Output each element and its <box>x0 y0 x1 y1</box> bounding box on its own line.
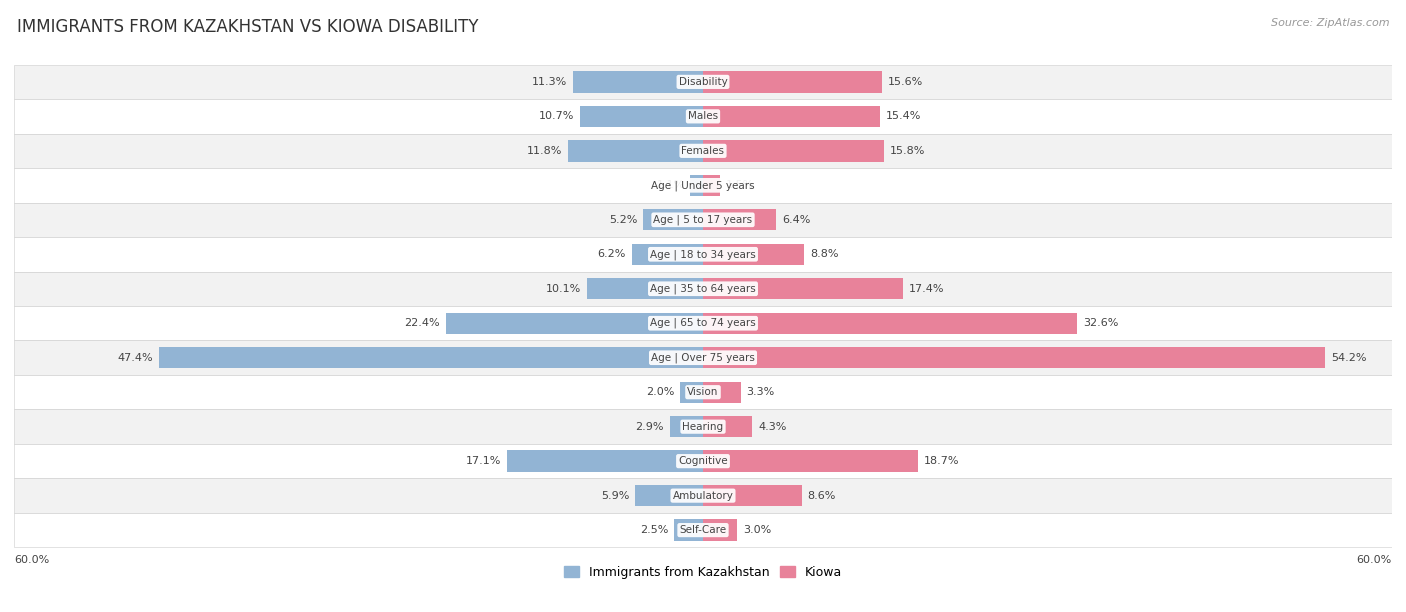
Bar <box>703 485 801 506</box>
Text: 8.8%: 8.8% <box>810 249 838 259</box>
Bar <box>14 409 1392 444</box>
Bar <box>631 244 703 265</box>
Bar <box>703 520 738 541</box>
Text: 18.7%: 18.7% <box>924 456 959 466</box>
Text: 15.6%: 15.6% <box>887 77 924 87</box>
Bar <box>574 71 703 92</box>
Text: Ambulatory: Ambulatory <box>672 491 734 501</box>
Bar <box>675 520 703 541</box>
Bar <box>14 513 1392 547</box>
Text: Age | Over 75 years: Age | Over 75 years <box>651 353 755 363</box>
Text: 10.7%: 10.7% <box>538 111 575 121</box>
Bar <box>14 444 1392 479</box>
Text: 2.0%: 2.0% <box>645 387 675 397</box>
Text: 54.2%: 54.2% <box>1331 353 1367 363</box>
Text: Age | 65 to 74 years: Age | 65 to 74 years <box>650 318 756 329</box>
Text: 3.0%: 3.0% <box>744 525 772 535</box>
Text: Age | 5 to 17 years: Age | 5 to 17 years <box>654 215 752 225</box>
Text: 6.4%: 6.4% <box>782 215 811 225</box>
Bar <box>14 133 1392 168</box>
Bar <box>703 347 1326 368</box>
Text: 3.3%: 3.3% <box>747 387 775 397</box>
Bar <box>703 313 1077 334</box>
Bar <box>703 244 804 265</box>
Text: Self-Care: Self-Care <box>679 525 727 535</box>
Legend: Immigrants from Kazakhstan, Kiowa: Immigrants from Kazakhstan, Kiowa <box>560 561 846 584</box>
Text: 32.6%: 32.6% <box>1083 318 1118 328</box>
Text: Source: ZipAtlas.com: Source: ZipAtlas.com <box>1271 18 1389 28</box>
Bar <box>703 416 752 438</box>
Text: 2.9%: 2.9% <box>636 422 664 431</box>
Text: 47.4%: 47.4% <box>117 353 153 363</box>
Text: 15.8%: 15.8% <box>890 146 925 156</box>
Text: 11.8%: 11.8% <box>526 146 562 156</box>
Bar <box>14 306 1392 340</box>
Bar <box>703 278 903 299</box>
Bar <box>14 340 1392 375</box>
Bar <box>14 375 1392 409</box>
Text: 11.3%: 11.3% <box>533 77 568 87</box>
Text: Males: Males <box>688 111 718 121</box>
Text: 22.4%: 22.4% <box>405 318 440 328</box>
Text: Age | 35 to 64 years: Age | 35 to 64 years <box>650 283 756 294</box>
Bar <box>446 313 703 334</box>
Text: 4.3%: 4.3% <box>758 422 786 431</box>
Bar <box>703 209 776 231</box>
Bar <box>159 347 703 368</box>
Bar <box>690 174 703 196</box>
Bar <box>14 99 1392 133</box>
Text: 5.9%: 5.9% <box>602 491 630 501</box>
Text: 1.1%: 1.1% <box>657 181 685 190</box>
Text: 2.5%: 2.5% <box>640 525 669 535</box>
Text: Hearing: Hearing <box>682 422 724 431</box>
Bar <box>703 174 720 196</box>
Bar <box>644 209 703 231</box>
Bar <box>703 381 741 403</box>
Bar <box>703 71 882 92</box>
Text: 15.4%: 15.4% <box>886 111 921 121</box>
Bar <box>669 416 703 438</box>
Bar <box>14 65 1392 99</box>
Text: 17.4%: 17.4% <box>908 284 943 294</box>
Bar <box>703 106 880 127</box>
Text: 8.6%: 8.6% <box>807 491 835 501</box>
Text: 60.0%: 60.0% <box>14 555 49 565</box>
Bar <box>506 450 703 472</box>
Bar <box>703 140 884 162</box>
Text: Disability: Disability <box>679 77 727 87</box>
Text: Vision: Vision <box>688 387 718 397</box>
Bar <box>14 237 1392 272</box>
Text: 17.1%: 17.1% <box>465 456 501 466</box>
Bar <box>703 450 918 472</box>
Bar <box>636 485 703 506</box>
Text: IMMIGRANTS FROM KAZAKHSTAN VS KIOWA DISABILITY: IMMIGRANTS FROM KAZAKHSTAN VS KIOWA DISA… <box>17 18 478 36</box>
Text: 60.0%: 60.0% <box>1357 555 1392 565</box>
Bar <box>681 381 703 403</box>
Bar <box>588 278 703 299</box>
Bar <box>581 106 703 127</box>
Text: 6.2%: 6.2% <box>598 249 626 259</box>
Text: 1.5%: 1.5% <box>725 181 754 190</box>
Bar <box>14 272 1392 306</box>
Bar <box>14 168 1392 203</box>
Text: Cognitive: Cognitive <box>678 456 728 466</box>
Text: 10.1%: 10.1% <box>546 284 581 294</box>
Bar <box>568 140 703 162</box>
Text: Females: Females <box>682 146 724 156</box>
Bar <box>14 479 1392 513</box>
Text: 5.2%: 5.2% <box>609 215 637 225</box>
Text: Age | Under 5 years: Age | Under 5 years <box>651 180 755 190</box>
Bar <box>14 203 1392 237</box>
Text: Age | 18 to 34 years: Age | 18 to 34 years <box>650 249 756 259</box>
